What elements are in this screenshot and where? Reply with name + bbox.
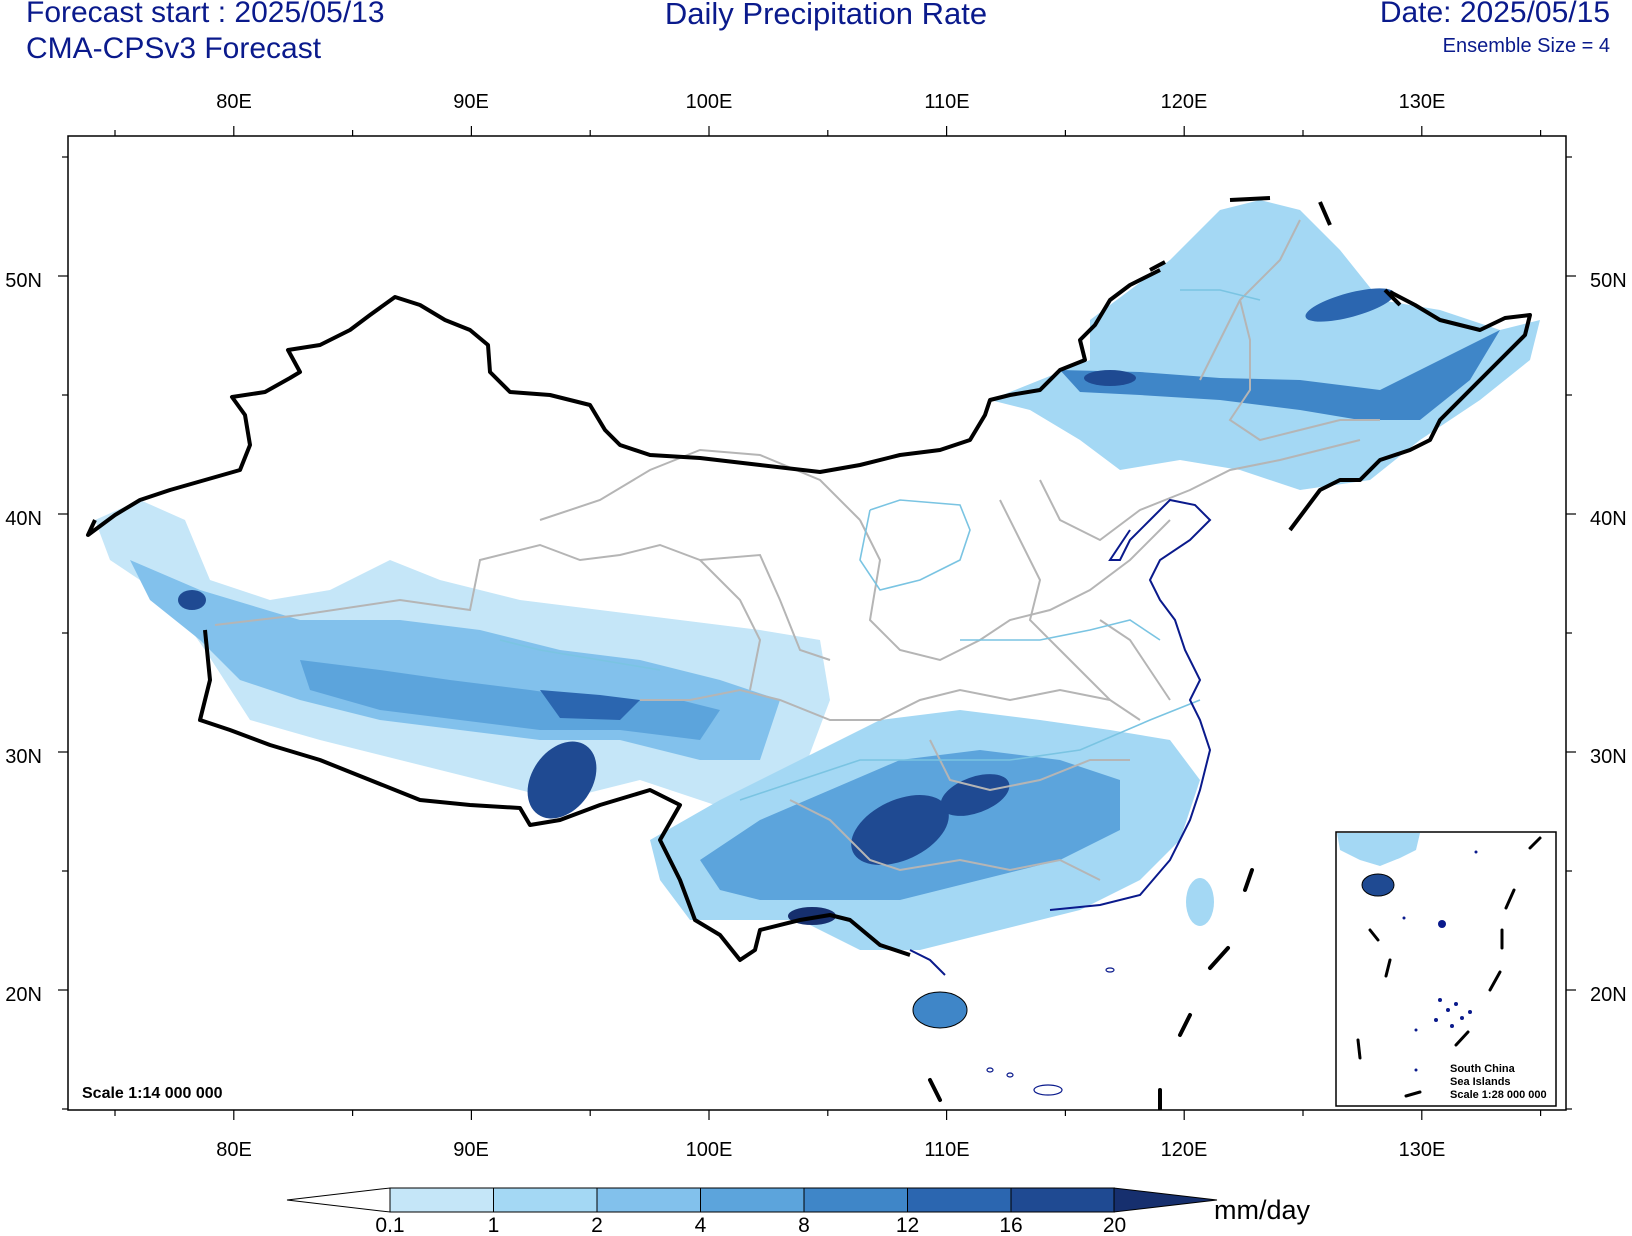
colorbar-level-label: 8 <box>798 1214 810 1236</box>
colorbar-level-label: 1 <box>488 1214 500 1236</box>
colorbar-level-label: 20 <box>1103 1214 1126 1236</box>
inset-label-line2: Sea Islands <box>1450 1076 1511 1088</box>
lon-label-90e-top: 90E <box>453 91 489 113</box>
rivers <box>499 289 1261 801</box>
inset-dashed-line <box>1356 836 1542 1098</box>
inset-hainan <box>1361 873 1395 897</box>
colorbar-over-triangle <box>1113 1187 1218 1213</box>
maritime-dashed-line <box>928 868 1254 1110</box>
ensemble-size-label: Ensemble Size = 4 <box>1442 35 1610 57</box>
colorbar-level-label: 2 <box>591 1214 603 1236</box>
inset-label-line3: Scale 1:28 000 000 <box>1450 1089 1547 1101</box>
lat-label-30n-right: 30N <box>1590 746 1627 768</box>
colorbar: 0.1 1 2 4 8 12 16 20 mm/day <box>286 1187 1311 1236</box>
precip-core-west <box>178 590 206 610</box>
colorbar-segment <box>493 1187 598 1213</box>
latitude-labels-right: 50N 40N 30N 20N <box>1590 270 1627 1006</box>
lat-label-40n-right: 40N <box>1590 508 1627 530</box>
colorbar-segment <box>803 1187 908 1213</box>
islands <box>986 967 1115 1096</box>
lon-label-130e-top: 130E <box>1399 91 1446 113</box>
colorbar-segments <box>389 1187 1115 1213</box>
inset-precip-area <box>1337 833 1420 866</box>
lat-label-50n-right: 50N <box>1590 270 1627 292</box>
latitude-labels-left: 50N 40N 30N 20N <box>5 270 42 1006</box>
colorbar-labels: 0.1 1 2 4 8 12 16 20 <box>375 1214 1126 1236</box>
precip-core-inner-mongolia <box>1084 370 1136 386</box>
precip-band-plateau <box>300 660 720 740</box>
map-content: Scale 1:14 000 000 <box>82 196 1540 1110</box>
colorbar-segment <box>700 1187 805 1213</box>
lon-label-90e-bottom: 90E <box>453 1139 489 1161</box>
lat-label-20n-left: 20N <box>5 984 42 1006</box>
colorbar-segment <box>596 1187 701 1213</box>
precip-core-hunan <box>940 774 1010 816</box>
colorbar-level-label: 4 <box>695 1214 707 1236</box>
colorbar-level-label: 0.1 <box>375 1214 404 1236</box>
lon-label-120e-bottom: 120E <box>1161 1139 1208 1161</box>
colorbar-level-label: 12 <box>896 1214 919 1236</box>
map-title: Daily Precipitation Rate <box>664 0 988 31</box>
lon-label-100e-bottom: 100E <box>686 1139 733 1161</box>
colorbar-level-label: 16 <box>999 1214 1022 1236</box>
lon-label-100e-top: 100E <box>686 91 733 113</box>
longitude-labels-top: 80E 90E 100E 110E 120E 130E <box>216 91 1445 113</box>
forecast-start-label: Forecast start : 2025/05/13 <box>26 0 385 29</box>
inset-label-line1: South China <box>1450 1063 1516 1075</box>
precip-area-hainan <box>912 991 968 1029</box>
lon-label-130e-bottom: 130E <box>1399 1139 1446 1161</box>
national-border-dashed <box>1149 196 1402 307</box>
inset-islands <box>1402 850 1478 1072</box>
longitude-labels-bottom: 80E 90E 100E 110E 120E 130E <box>216 1139 1445 1161</box>
colorbar-under-triangle <box>286 1187 391 1213</box>
lon-label-120e-top: 120E <box>1161 91 1208 113</box>
national-border-north <box>86 268 1532 537</box>
colorbar-segment <box>1010 1187 1115 1213</box>
lon-label-110e-top: 110E <box>924 91 969 113</box>
colorbar-unit: mm/day <box>1214 1195 1311 1225</box>
precip-area-taiwan <box>1186 878 1214 926</box>
axis-ticks <box>58 126 1576 1120</box>
national-border-south <box>198 629 911 962</box>
lat-label-50n-left: 50N <box>5 270 42 292</box>
lat-label-30n-left: 30N <box>5 746 42 768</box>
lon-label-80e-top: 80E <box>216 91 252 113</box>
lat-label-40n-left: 40N <box>5 508 42 530</box>
lon-label-80e-bottom: 80E <box>216 1139 252 1161</box>
valid-date-label: Date: 2025/05/15 <box>1379 0 1610 29</box>
colorbar-segment <box>907 1187 1012 1213</box>
precip-core-southeast-tibet <box>527 741 597 819</box>
coastline <box>1049 498 1212 911</box>
lon-label-110e-bottom: 110E <box>924 1139 969 1161</box>
south-china-sea-inset: South China Sea Islands Scale 1:28 000 0… <box>1335 831 1557 1107</box>
coastline-leizhou <box>909 949 946 976</box>
lat-label-20n-right: 20N <box>1590 984 1627 1006</box>
model-label: CMA-CPSv3 Forecast <box>26 32 322 65</box>
inset-frame <box>1335 831 1557 1107</box>
precip-band-northeast <box>1060 330 1500 420</box>
precip-core-plateau <box>540 690 640 720</box>
precip-core-guizhou <box>851 795 949 865</box>
precip-core-northeast <box>1305 288 1395 322</box>
map-scale-label: Scale 1:14 000 000 <box>82 1085 223 1102</box>
colorbar-segment <box>389 1187 494 1213</box>
